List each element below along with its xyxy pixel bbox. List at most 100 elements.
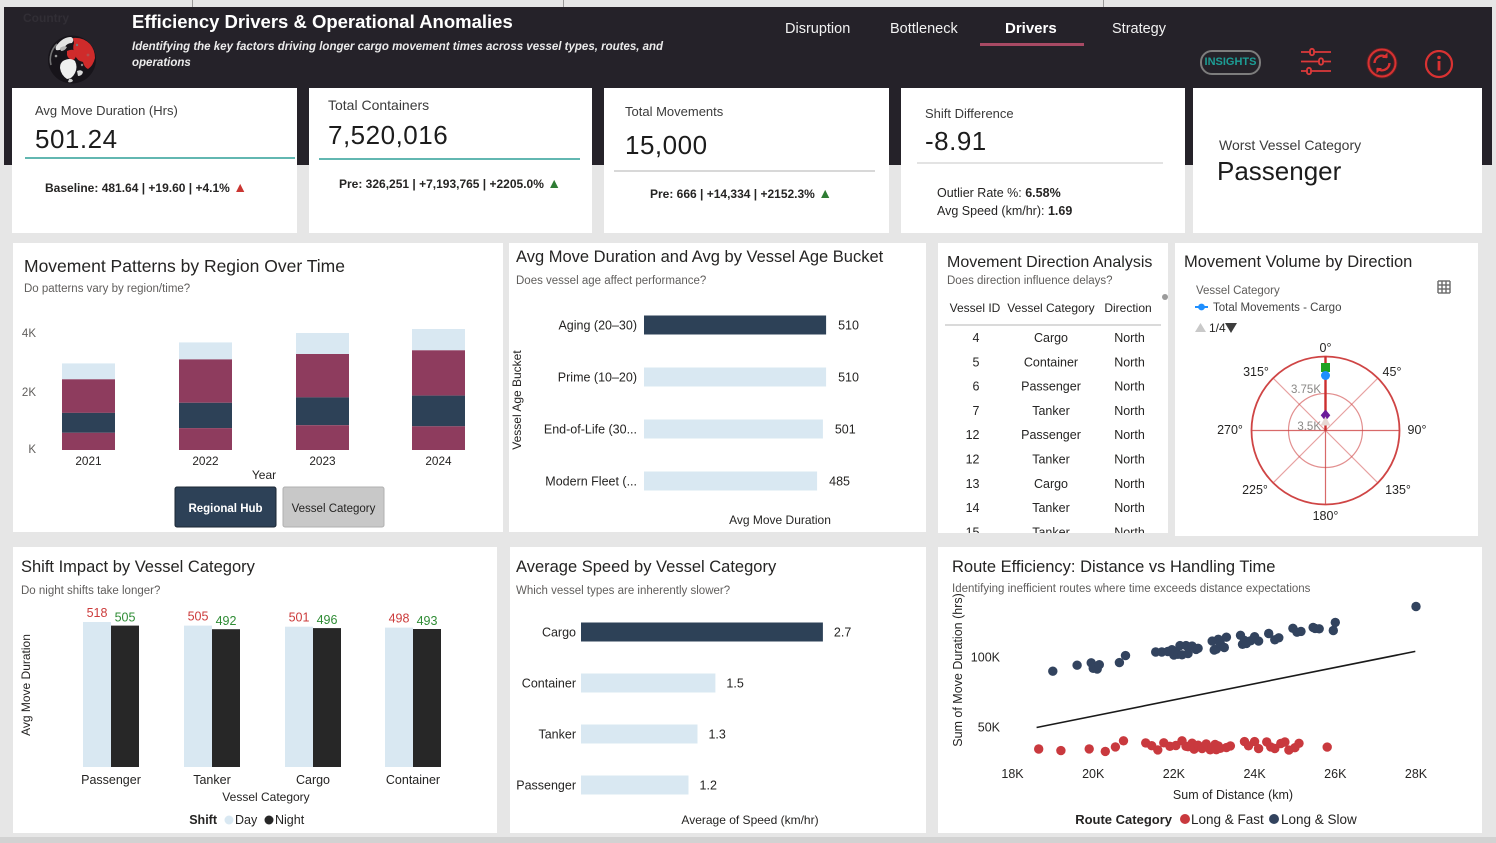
svg-text:Regional Hub: Regional Hub xyxy=(188,503,262,515)
svg-text:180°: 180° xyxy=(1313,509,1339,523)
svg-text:4K: 4K xyxy=(22,328,36,340)
svg-text:North: North xyxy=(1114,404,1145,418)
svg-text:492: 492 xyxy=(216,614,237,628)
svg-text:12: 12 xyxy=(966,453,980,467)
svg-text:2022: 2022 xyxy=(192,454,218,468)
svg-text:End-of-Life (30...: End-of-Life (30... xyxy=(544,423,637,437)
svg-text:3.75K: 3.75K xyxy=(1291,384,1321,396)
svg-text:1.2: 1.2 xyxy=(700,779,717,793)
svg-text:Vessel Category: Vessel Category xyxy=(1007,301,1094,315)
svg-text:510: 510 xyxy=(838,319,859,333)
svg-text:22K: 22K xyxy=(1163,767,1186,781)
svg-text:90°: 90° xyxy=(1408,423,1427,437)
svg-text:Passenger: Passenger xyxy=(81,773,141,787)
svg-text:Modern Fleet (...: Modern Fleet (... xyxy=(545,475,637,489)
svg-text:Movement Patterns by Region Ov: Movement Patterns by Region Over Time xyxy=(24,256,345,276)
svg-text:Average Speed by Vessel Catego: Average Speed by Vessel Category xyxy=(516,558,777,576)
svg-text:North: North xyxy=(1114,331,1145,345)
svg-text:3.5K: 3.5K xyxy=(1297,421,1321,433)
svg-text:13: 13 xyxy=(966,477,980,491)
svg-text:50K: 50K xyxy=(978,721,1001,735)
svg-text:Long & Slow: Long & Slow xyxy=(1281,812,1357,827)
svg-text:Sum of Move Duration (hrs): Sum of Move Duration (hrs) xyxy=(951,593,965,747)
svg-text:501: 501 xyxy=(289,611,310,625)
svg-text:Do patterns vary by region/tim: Do patterns vary by region/time? xyxy=(24,283,190,295)
svg-text:Aging (20–30): Aging (20–30) xyxy=(558,319,637,333)
svg-text:Tanker: Tanker xyxy=(1032,525,1070,533)
svg-text:18K: 18K xyxy=(1001,767,1024,781)
svg-text:North: North xyxy=(1114,501,1145,515)
svg-text:225°: 225° xyxy=(1242,483,1268,497)
svg-text:28K: 28K xyxy=(1405,767,1428,781)
svg-text:Avg Move Duration: Avg Move Duration xyxy=(729,513,831,527)
svg-text:Cargo: Cargo xyxy=(296,773,330,787)
svg-text:12: 12 xyxy=(966,428,980,442)
svg-text:Vessel Category: Vessel Category xyxy=(1196,285,1280,297)
svg-text:100K: 100K xyxy=(971,651,1001,665)
svg-text:135°: 135° xyxy=(1385,483,1411,497)
svg-text:Sum of Distance (km): Sum of Distance (km) xyxy=(1173,788,1293,802)
svg-text:Route Category: Route Category xyxy=(1075,812,1173,827)
svg-text:North: North xyxy=(1114,477,1145,491)
svg-text:North: North xyxy=(1114,380,1145,394)
svg-text:Prime (10–20): Prime (10–20) xyxy=(558,371,637,385)
svg-text:Tanker: Tanker xyxy=(193,773,231,787)
svg-text:Passenger: Passenger xyxy=(1021,380,1081,394)
svg-text:Shift Impact by Vessel Categor: Shift Impact by Vessel Category xyxy=(21,558,256,576)
svg-text:Shift: Shift xyxy=(189,813,218,827)
svg-text:20K: 20K xyxy=(1082,767,1105,781)
svg-text:Avg Move Duration and Avg by V: Avg Move Duration and Avg by Vessel Age … xyxy=(516,248,884,266)
svg-text:Night: Night xyxy=(275,813,305,827)
svg-text:Do night shifts take longer?: Do night shifts take longer? xyxy=(21,585,160,597)
svg-text:1.3: 1.3 xyxy=(708,728,725,742)
svg-text:2K: 2K xyxy=(22,387,36,399)
svg-text:Year: Year xyxy=(252,468,276,482)
svg-text:0°: 0° xyxy=(1320,341,1332,355)
svg-text:Average of Speed (km/hr): Average of Speed (km/hr) xyxy=(681,813,818,827)
svg-text:Avg Move Duration: Avg Move Duration xyxy=(19,634,33,736)
svg-text:5: 5 xyxy=(973,355,980,369)
svg-text:7: 7 xyxy=(973,404,980,418)
svg-text:2.7: 2.7 xyxy=(834,626,851,640)
svg-text:Does direction influence delay: Does direction influence delays? xyxy=(947,275,1113,287)
svg-text:Route Efficiency: Distance vs: Route Efficiency: Distance vs Handling T… xyxy=(952,558,1275,576)
svg-text:1.5: 1.5 xyxy=(726,677,743,691)
svg-text:493: 493 xyxy=(417,614,438,628)
svg-text:Tanker: Tanker xyxy=(1032,404,1070,418)
svg-text:North: North xyxy=(1114,453,1145,467)
svg-text:14: 14 xyxy=(966,501,980,515)
svg-text:15: 15 xyxy=(966,525,980,533)
svg-text:Vessel Age Bucket: Vessel Age Bucket xyxy=(510,350,524,450)
svg-text:Total Movements - Cargo: Total Movements - Cargo xyxy=(1213,302,1341,314)
svg-text:Does vessel age affect perform: Does vessel age affect performance? xyxy=(516,275,706,287)
svg-text:1/4: 1/4 xyxy=(1209,321,1226,335)
svg-text:Cargo: Cargo xyxy=(1034,477,1068,491)
svg-text:315°: 315° xyxy=(1243,365,1269,379)
svg-text:Container: Container xyxy=(522,677,576,691)
svg-text:Vessel Category: Vessel Category xyxy=(292,503,376,515)
svg-text:K: K xyxy=(28,444,36,456)
svg-text:Tanker: Tanker xyxy=(1032,453,1070,467)
svg-text:Vessel ID: Vessel ID xyxy=(950,301,1001,315)
svg-text:498: 498 xyxy=(389,612,410,626)
svg-text:Movement Direction Analysis: Movement Direction Analysis xyxy=(947,254,1152,271)
svg-text:6: 6 xyxy=(973,380,980,394)
svg-text:Cargo: Cargo xyxy=(542,626,576,640)
svg-text:2024: 2024 xyxy=(425,454,452,468)
svg-text:Passenger: Passenger xyxy=(516,779,576,793)
svg-text:Passenger: Passenger xyxy=(1021,428,1081,442)
svg-text:Tanker: Tanker xyxy=(538,728,576,742)
svg-text:Container: Container xyxy=(386,773,440,787)
svg-text:270°: 270° xyxy=(1217,423,1243,437)
svg-text:Which vessel types are inheren: Which vessel types are inherently slower… xyxy=(516,585,730,597)
svg-text:Cargo: Cargo xyxy=(1034,331,1068,345)
svg-text:505: 505 xyxy=(188,610,209,624)
svg-text:505: 505 xyxy=(115,611,136,625)
svg-text:Tanker: Tanker xyxy=(1032,501,1070,515)
svg-text:North: North xyxy=(1114,355,1145,369)
svg-text:24K: 24K xyxy=(1243,767,1266,781)
svg-text:26K: 26K xyxy=(1324,767,1347,781)
svg-text:2023: 2023 xyxy=(309,454,336,468)
svg-text:Container: Container xyxy=(1024,355,1078,369)
svg-text:485: 485 xyxy=(829,475,850,489)
